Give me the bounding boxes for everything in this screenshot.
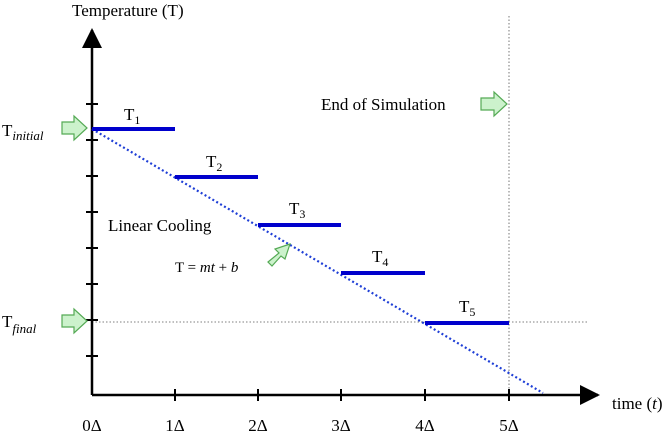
cooling-equation: T = mt + b (175, 260, 239, 276)
x-tick-labels: 0Δ 1Δ 2Δ 3Δ 4Δ 5Δ (82, 416, 519, 432)
equation-arrow-icon (267, 243, 291, 267)
initial-temperature-arrow-icon (61, 114, 88, 142)
step-label-4: T4 (372, 247, 388, 269)
x-axis-ticks (174, 389, 510, 401)
y-axis-label: Temperature (T) (72, 1, 184, 20)
end-of-simulation-label: End of Simulation (321, 95, 446, 114)
linear-cooling-line (91, 128, 544, 394)
step-label-3: T3 (289, 199, 305, 221)
x-axis-label: time (t) (612, 394, 663, 413)
final-temperature-label: Tfinal (2, 312, 37, 336)
x-tick-label: 2Δ (248, 416, 268, 432)
x-tick-label: 3Δ (331, 416, 351, 432)
y-axis-ticks (86, 103, 98, 357)
x-tick-label: 4Δ (415, 416, 435, 432)
x-tick-label: 0Δ (82, 416, 102, 432)
x-tick-label: 1Δ (165, 416, 185, 432)
x-tick-label: 5Δ (499, 416, 519, 432)
step-label-2: T2 (206, 152, 222, 174)
step-label-5: T5 (459, 297, 475, 319)
temperature-steps (92, 127, 509, 325)
initial-temperature-label: Tinitial (2, 121, 44, 143)
step-label-1: T1 (124, 105, 140, 127)
final-temperature-arrow-icon (61, 307, 88, 335)
end-of-simulation-arrow-icon (480, 90, 508, 118)
callout-arrows (61, 90, 508, 335)
linear-cooling-label: Linear Cooling (108, 216, 212, 235)
